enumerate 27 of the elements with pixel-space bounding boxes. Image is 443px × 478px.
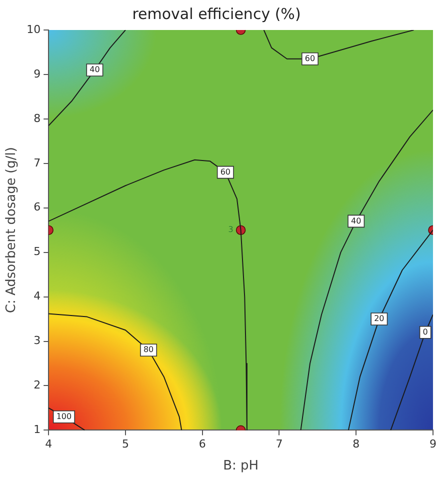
series-label: 20 bbox=[374, 314, 384, 324]
y-axis-title: C: Adsorbent dosage (g/l) bbox=[4, 147, 20, 314]
x-tick-label: 8 bbox=[352, 438, 360, 451]
y-tick-label: 5 bbox=[34, 245, 41, 258]
chart-title: removal efficiency (%) bbox=[132, 4, 301, 23]
y-tick-label: 1 bbox=[34, 423, 41, 436]
series-label: 0 bbox=[422, 327, 428, 336]
y-tick-label: 10 bbox=[26, 22, 41, 36]
annotation: 3 bbox=[228, 225, 234, 234]
x-tick-label: 5 bbox=[122, 438, 129, 451]
y-tick-label: 8 bbox=[34, 112, 41, 125]
x-tick-label: 4 bbox=[45, 438, 52, 451]
y-tick-label: 3 bbox=[34, 334, 41, 348]
y-tick-label: 2 bbox=[34, 378, 41, 392]
x-axis-title: B: pH bbox=[223, 458, 259, 474]
x-tick-label: 7 bbox=[276, 438, 283, 451]
series-label: 80 bbox=[143, 345, 154, 354]
x-tick-label: 9 bbox=[430, 438, 436, 451]
y-tick-label: 7 bbox=[34, 156, 41, 170]
series-label: 40 bbox=[351, 216, 362, 226]
y-tick-label: 6 bbox=[34, 200, 41, 214]
series-label: 60 bbox=[304, 54, 316, 63]
series-label: 40 bbox=[90, 65, 100, 74]
x-tick-label: 6 bbox=[198, 438, 206, 451]
y-tick-label: 9 bbox=[34, 67, 41, 80]
series-label: 60 bbox=[220, 167, 231, 176]
y-tick-label: 4 bbox=[34, 290, 41, 303]
